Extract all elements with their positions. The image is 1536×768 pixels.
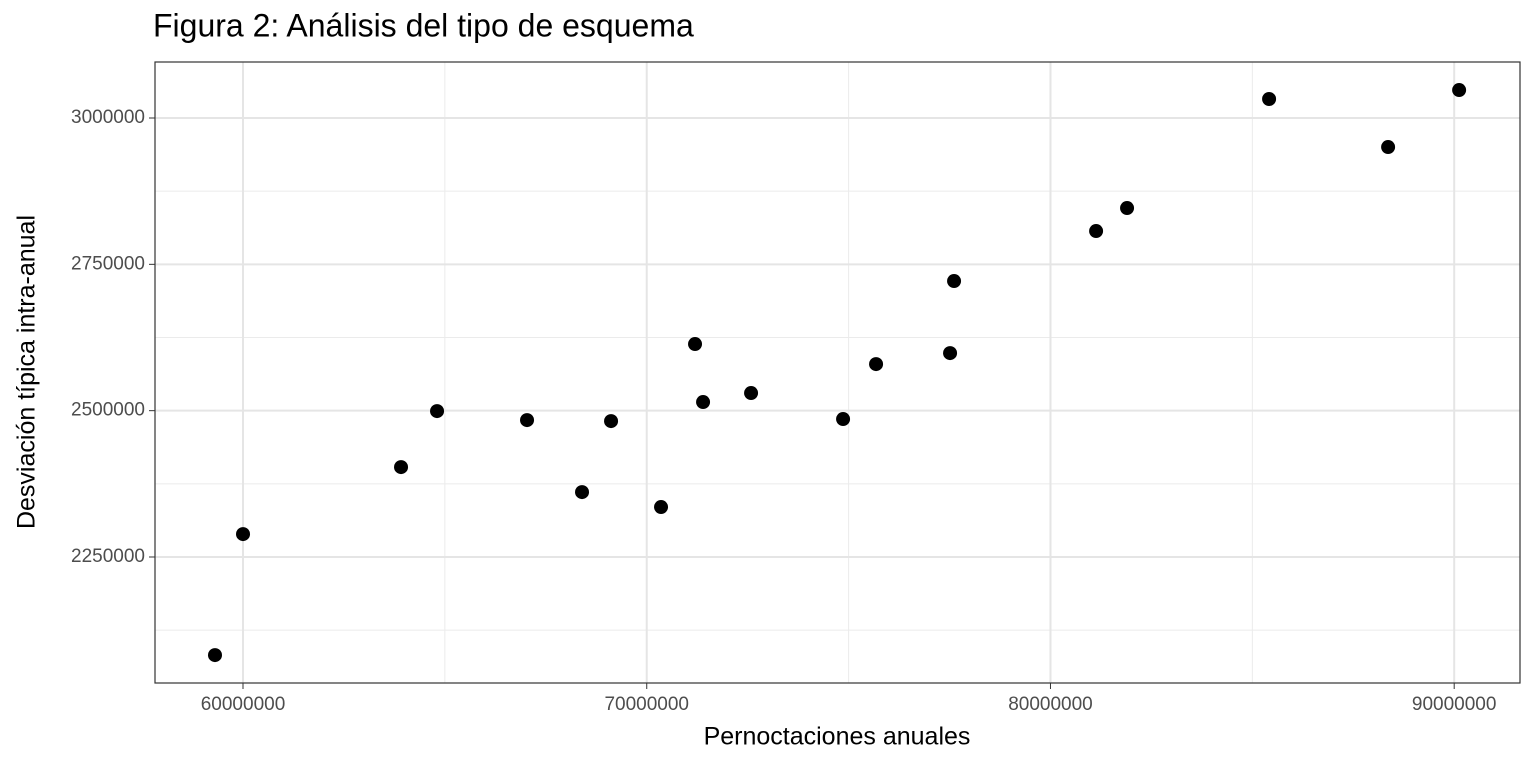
point bbox=[688, 337, 703, 352]
point bbox=[604, 414, 619, 429]
y-tick-label: 3000000 bbox=[71, 107, 145, 128]
point bbox=[575, 485, 590, 500]
point bbox=[1381, 140, 1396, 155]
point bbox=[654, 500, 669, 515]
point bbox=[430, 404, 445, 419]
plot-border bbox=[154, 61, 1521, 684]
point bbox=[943, 346, 958, 361]
point bbox=[1452, 83, 1467, 98]
point bbox=[207, 648, 222, 663]
x-tick-label: 80000000 bbox=[1008, 694, 1093, 715]
x-tick-label: 70000000 bbox=[604, 694, 689, 715]
chart-title: Figura 2: Análisis del tipo de esquema bbox=[153, 7, 694, 43]
point bbox=[836, 412, 851, 427]
point bbox=[744, 386, 759, 401]
point bbox=[1262, 91, 1277, 106]
x-tick-label: 60000000 bbox=[201, 694, 286, 715]
point bbox=[236, 527, 251, 542]
point bbox=[520, 413, 535, 428]
point bbox=[696, 395, 711, 410]
point bbox=[869, 357, 884, 372]
y-tick-label: 2250000 bbox=[71, 546, 145, 567]
point bbox=[947, 274, 962, 289]
y-tick-label: 2750000 bbox=[71, 253, 145, 274]
y-tick-label: 2500000 bbox=[71, 400, 145, 421]
x-tick-label: 90000000 bbox=[1412, 694, 1497, 715]
point bbox=[1120, 201, 1135, 216]
point bbox=[394, 460, 409, 475]
x-axis-title: Pernoctaciones anuales bbox=[704, 723, 971, 751]
point bbox=[1089, 224, 1104, 239]
y-axis-title: Desviación típica intra-anual bbox=[13, 215, 41, 529]
